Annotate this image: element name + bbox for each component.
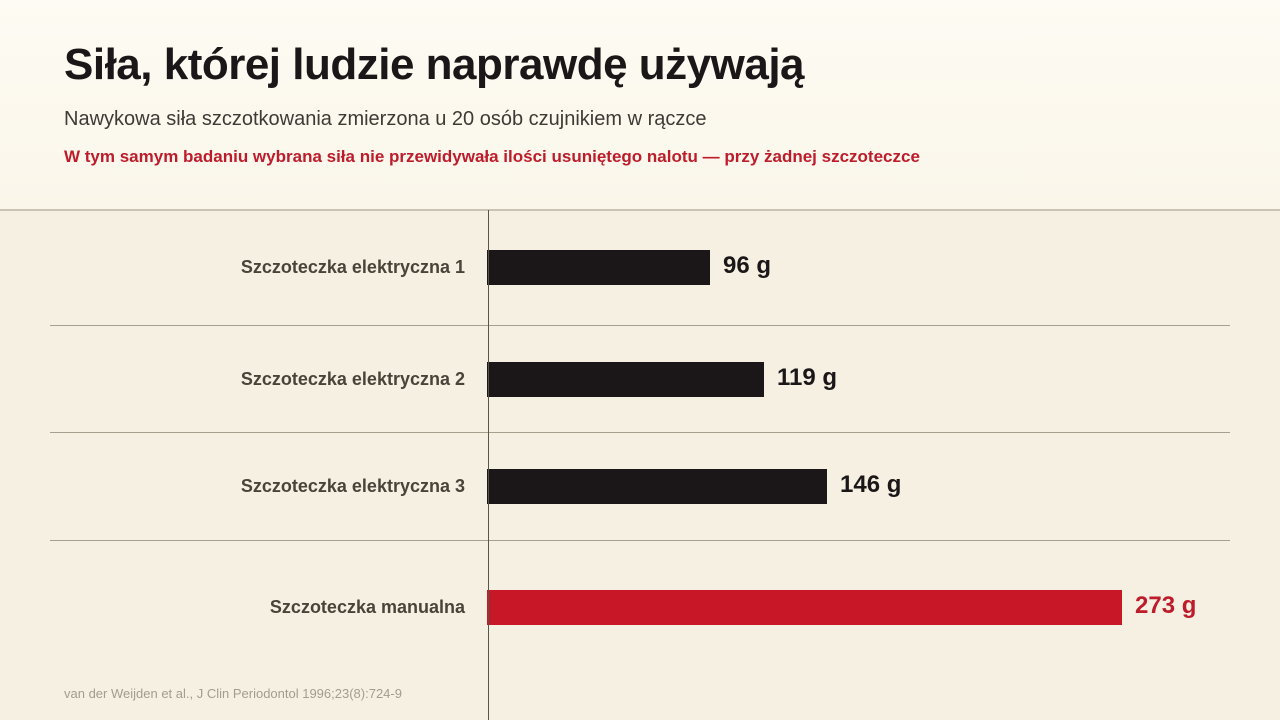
grid-line [50, 432, 1230, 433]
value-label: 273 g [1135, 592, 1197, 619]
grid-line [50, 325, 1230, 326]
category-label: Szczoteczka elektryczna 2 [240, 369, 465, 389]
bar [487, 250, 710, 285]
bar [487, 469, 827, 504]
value-label: 119 g [777, 364, 838, 391]
category-label: Szczoteczka elektryczna 3 [240, 476, 465, 496]
value-label: 96 g [723, 252, 772, 279]
value-label: 146 g [840, 471, 902, 498]
chart-axis-line [488, 210, 489, 720]
source-citation: van der Weijden et al., J Clin Periodont… [64, 686, 402, 701]
chart-subtitle: Nawykowa siła szczotkowania zmierzona u … [64, 108, 707, 130]
chart-note: W tym samym badaniu wybrana siła nie prz… [64, 147, 920, 166]
category-label: Szczoteczka elektryczna 1 [240, 257, 465, 277]
grid-line [50, 540, 1230, 541]
header: Siła, której ludzie naprawdę używają Naw… [0, 0, 1280, 210]
bar [487, 362, 764, 397]
header-divider [0, 209, 1280, 211]
category-label: Szczoteczka manualna [269, 597, 465, 617]
chart-title: Siła, której ludzie naprawdę używają [64, 40, 805, 89]
bar [487, 590, 1122, 625]
